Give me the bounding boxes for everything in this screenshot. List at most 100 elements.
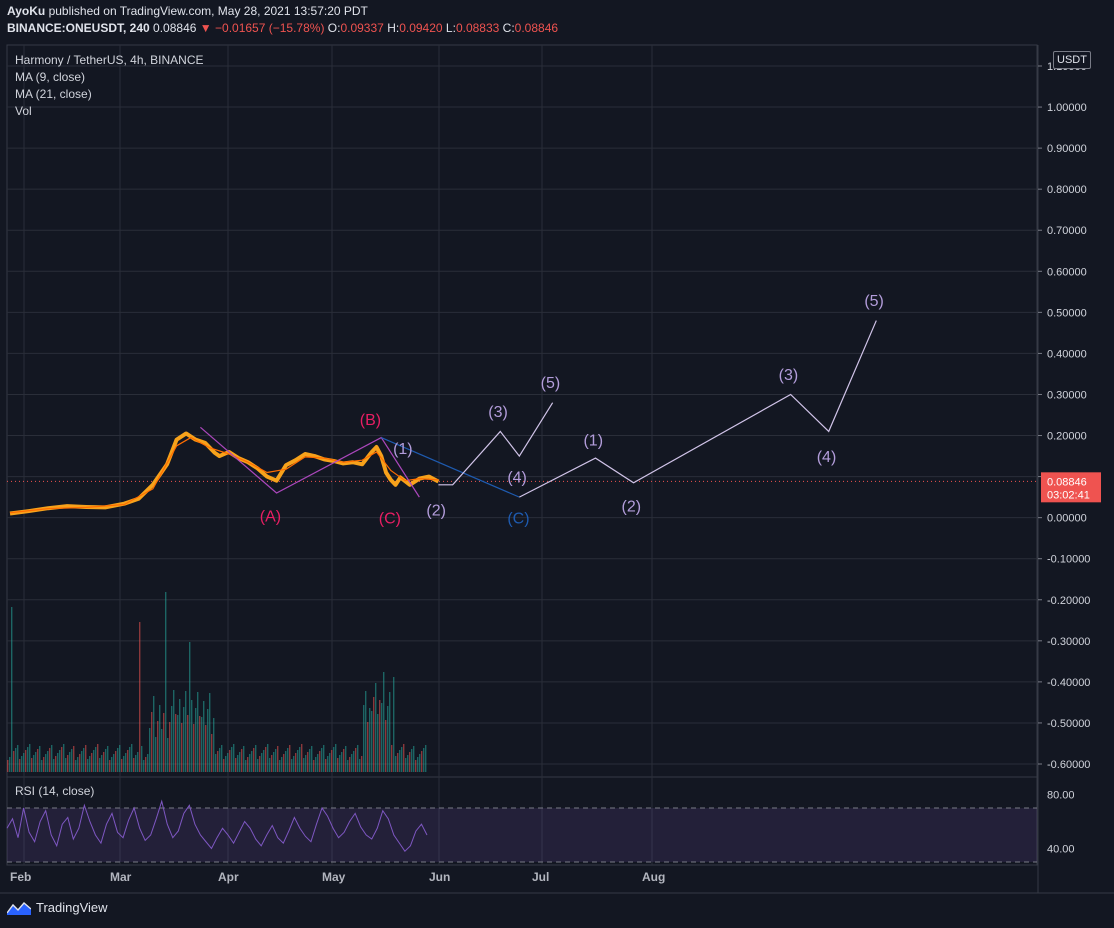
volume-bar: [397, 753, 399, 772]
wave-label: (B): [360, 412, 381, 429]
high-value: 0.09420: [399, 21, 443, 35]
volume-bar: [385, 720, 387, 772]
low-value: 0.08833: [455, 21, 500, 35]
volume-bar: [31, 758, 33, 772]
volume-bar: [133, 758, 135, 772]
volume-bar: [171, 706, 173, 772]
volume-bar: [209, 693, 211, 772]
volume-bar: [363, 705, 365, 772]
volume-bar: [45, 754, 47, 772]
symbol-line: BINANCE:ONEUSDT, 240: [7, 21, 150, 35]
x-tick-label: Jul: [532, 870, 549, 884]
author-name[interactable]: AyoKu: [7, 4, 46, 18]
volume-bar: [325, 759, 327, 772]
volume-bar: [281, 757, 283, 772]
volume-bar: [195, 708, 197, 772]
volume-bar: [277, 746, 279, 772]
volume-bar: [405, 758, 407, 772]
volume-bar: [115, 751, 117, 772]
volume-bar: [285, 751, 287, 772]
volume-bar: [93, 750, 95, 772]
volume-bar: [391, 745, 393, 772]
volume-bar: [55, 756, 57, 772]
legend-ma9[interactable]: MA (9, close): [15, 70, 86, 84]
volume-bar: [337, 758, 339, 772]
volume-bar: [235, 758, 237, 772]
currency-button[interactable]: USDT: [1053, 51, 1091, 69]
legend-rsi[interactable]: RSI (14, close): [15, 784, 95, 798]
volume-bar: [123, 756, 125, 772]
volume-bar: [179, 699, 181, 772]
volume-bar: [157, 721, 159, 772]
y-tick-label: -0.10000: [1047, 554, 1090, 566]
volume-bar: [197, 692, 199, 772]
volume-bar: [327, 756, 329, 772]
volume-bar: [13, 751, 15, 772]
volume-bar: [347, 760, 349, 772]
volume-bar: [175, 714, 177, 772]
legend-title[interactable]: Harmony / TetherUS, 4h, BINANCE: [15, 53, 204, 67]
volume-bar: [357, 745, 359, 772]
wave-projection-2: [519, 320, 877, 498]
volume-bar: [41, 760, 43, 772]
volume-bar: [317, 754, 319, 772]
x-tick-label: Feb: [10, 870, 31, 884]
volume-bar: [375, 683, 377, 772]
corrective-wave-line: [200, 426, 420, 498]
volume-bar: [61, 747, 63, 772]
volume-bar: [249, 754, 251, 772]
x-tick-label: Apr: [218, 870, 239, 884]
volume-bar: [181, 723, 183, 772]
volume-bar: [309, 749, 311, 772]
wave-label: (2): [622, 498, 642, 515]
tradingview-brand[interactable]: TradingView: [7, 900, 108, 915]
wave-label: (C): [379, 511, 401, 528]
volume-bar: [283, 754, 285, 772]
legend-vol[interactable]: Vol: [15, 104, 32, 118]
legend-ma21[interactable]: MA (21, close): [15, 87, 92, 101]
volume-bar: [163, 713, 165, 772]
volume-bar: [315, 757, 317, 772]
volume-bar: [379, 700, 381, 772]
volume-bar: [253, 748, 255, 772]
volume-bar: [289, 745, 291, 772]
volume-bar: [333, 747, 335, 772]
volume-bar: [109, 760, 111, 772]
y-tick-label: 1.00000: [1047, 102, 1087, 114]
countdown-label: 03:02:41: [1047, 489, 1090, 501]
volume-bar: [237, 755, 239, 772]
volume-bar: [191, 700, 193, 772]
volume-bar: [155, 737, 157, 772]
volume-bar: [119, 745, 121, 772]
volume-bar: [421, 751, 423, 772]
volume-bar: [393, 677, 395, 772]
volume-bar: [267, 744, 269, 772]
volume-bar: [401, 747, 403, 772]
y-tick-label: 0.00000: [1047, 513, 1087, 525]
volume-bar: [107, 746, 109, 772]
volume-bar: [413, 746, 415, 772]
volume-bar: [389, 692, 391, 772]
wave-label: (5): [864, 293, 884, 310]
volume-bar: [105, 749, 107, 772]
volume-bar: [51, 745, 53, 772]
volume-bar: [417, 757, 419, 772]
y-tick-label: 0.80000: [1047, 184, 1087, 196]
volume-bar: [279, 760, 281, 772]
volume-bar: [169, 722, 171, 772]
wave-label: (5): [541, 375, 561, 392]
plot-area: [6, 44, 1038, 866]
volume-bar: [47, 751, 49, 772]
volume-bar: [89, 756, 91, 772]
volume-bar: [351, 754, 353, 772]
volume-bar: [271, 755, 273, 772]
volume-bar: [161, 729, 163, 772]
volume-bar: [335, 744, 337, 772]
wave-label: (1): [393, 441, 413, 458]
volume-bar: [313, 760, 315, 772]
wave-label: (4): [507, 470, 527, 487]
low-label: L:: [445, 21, 456, 35]
volume-bar: [331, 750, 333, 772]
volume-bar: [321, 748, 323, 772]
